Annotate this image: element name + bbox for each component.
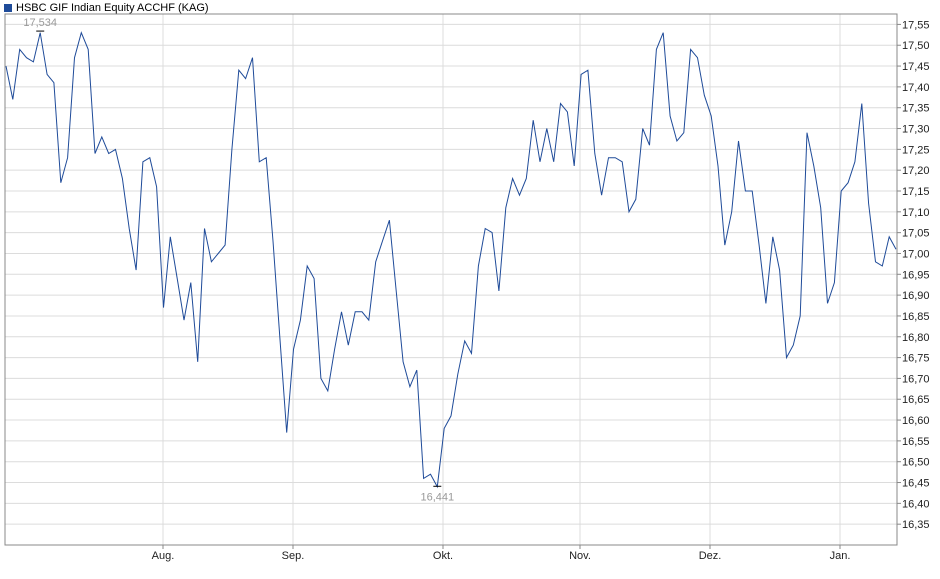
x-tick-label: Dez.	[699, 550, 722, 562]
y-tick-label: 17,20	[902, 165, 930, 177]
x-tick-label: Nov.	[569, 550, 591, 562]
y-tick-label: 16,55	[902, 436, 930, 448]
min-value-label: 16,441	[420, 491, 454, 503]
y-tick-label: 16,40	[902, 498, 930, 510]
y-tick-label: 16,50	[902, 457, 930, 469]
y-tick-label: 17,15	[902, 186, 930, 198]
x-tick-label: Okt.	[433, 550, 453, 562]
y-tick-label: 16,70	[902, 373, 930, 385]
plot-frame	[4, 13, 898, 546]
y-tick-label: 16,85	[902, 311, 930, 323]
horizontal-gridlines	[5, 23, 897, 525]
y-tick-label: 17,35	[902, 103, 930, 115]
y-tick-label: 16,35	[902, 519, 930, 531]
y-tick-label: 17,00	[902, 248, 930, 260]
y-tick-label: 16,65	[902, 394, 930, 406]
price-series-line	[5, 31, 897, 489]
y-tick-label: 17,55	[902, 19, 930, 31]
y-tick-label: 16,90	[902, 290, 930, 302]
y-tick-label: 17,30	[902, 124, 930, 136]
y-tick-label: 17,45	[902, 61, 930, 73]
max-value-label: 17,534	[23, 17, 57, 29]
y-tick-label: 17,25	[902, 144, 930, 156]
x-tick-label: Jan.	[830, 550, 851, 562]
y-tick-label: 17,50	[902, 40, 930, 52]
y-tick-label: 16,80	[902, 332, 930, 344]
vertical-gridlines	[162, 14, 841, 545]
y-axis: 16,35 16,40 16,45 16,50 16,55 16,60 16,65 16,70…	[897, 19, 930, 531]
y-tick-label: 16,45	[902, 478, 930, 490]
y-tick-label: 17,10	[902, 207, 930, 219]
annotations: 17,534 16,441	[23, 17, 454, 503]
x-tick-label: Sep.	[282, 550, 305, 562]
y-tick-label: 16,75	[902, 353, 930, 365]
x-tick-label: Aug.	[152, 550, 175, 562]
y-tick-label: 16,60	[902, 415, 930, 427]
legend-label: HSBC GIF Indian Equity ACCHF (KAG)	[16, 2, 209, 14]
x-axis: Aug. Sep. Okt. Nov. Dez. Jan.	[152, 545, 851, 562]
y-tick-label: 16,95	[902, 269, 930, 281]
y-tick-label: 17,05	[902, 228, 930, 240]
chart-legend: HSBC GIF Indian Equity ACCHF (KAG)	[4, 1, 209, 15]
legend-swatch	[4, 4, 12, 12]
y-tick-label: 17,40	[902, 82, 930, 94]
